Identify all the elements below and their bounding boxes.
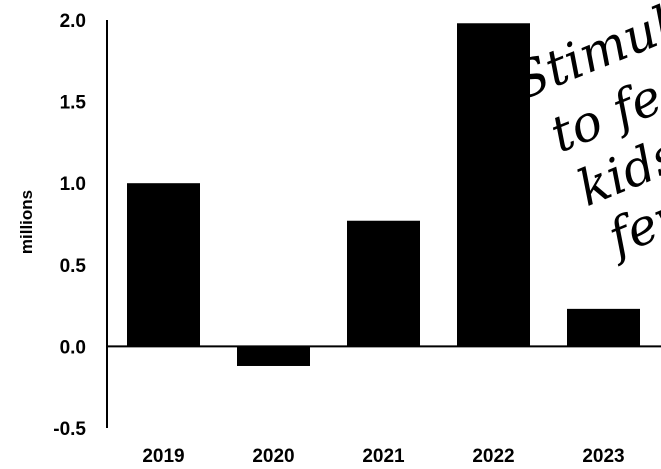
- y-tick-label: -0.5: [53, 419, 86, 440]
- bar-2023: [567, 308, 640, 347]
- y-tick-label: 0.5: [60, 256, 87, 277]
- x-tick-label: 2020: [252, 446, 294, 467]
- y-tick-label: 1.5: [60, 93, 87, 114]
- x-tick-label: 2023: [582, 446, 624, 467]
- bar-2020: [237, 346, 310, 366]
- x-tick-label: 2021: [362, 446, 405, 467]
- y-axis-ticks: -0.5 0.0 0.5 1.0 1.5 2.0: [53, 11, 86, 440]
- y-tick-label: 2.0: [60, 11, 86, 32]
- x-tick-label: 2022: [472, 446, 514, 467]
- y-tick-label: 1.0: [60, 174, 86, 195]
- bars: [127, 23, 640, 366]
- y-tick-label: 0.0: [60, 337, 86, 358]
- bar-2019: [127, 183, 200, 347]
- x-tick-label: 2019: [142, 446, 184, 467]
- bar-2022: [457, 23, 530, 347]
- bar-2021: [347, 220, 420, 347]
- y-axis-label: millions: [17, 190, 36, 254]
- x-axis-ticks: 2019 2020 2021 2022 2023: [142, 446, 624, 467]
